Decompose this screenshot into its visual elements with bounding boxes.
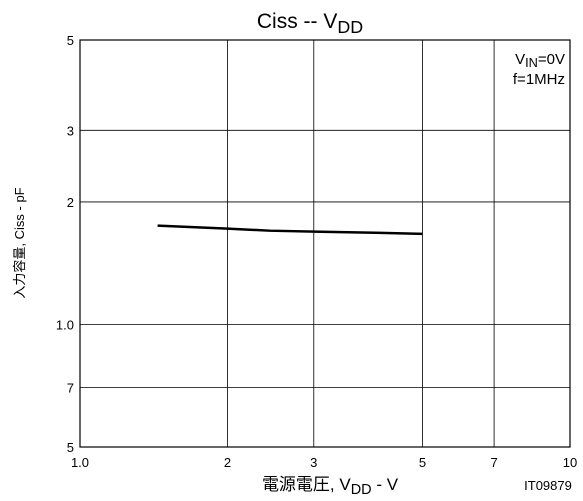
y-tick-label: 7: [67, 381, 74, 396]
y-tick-label: 1.0: [56, 317, 74, 332]
x-tick-label: 7: [490, 455, 497, 470]
annotation-part: IN: [525, 55, 538, 70]
x-axis-label-part: 電源電圧, V: [262, 475, 351, 494]
y-tick-label: 3: [67, 123, 74, 138]
chart-title-part: Ciss -- V: [257, 10, 338, 33]
x-tick-label: 3: [310, 455, 317, 470]
annotation-part: f=1MHz: [513, 71, 565, 88]
y-tick-label: 5: [67, 33, 74, 48]
annotation-part: V: [515, 51, 525, 68]
annotation: VIN=0V: [515, 51, 565, 70]
annotation: f=1MHz: [513, 71, 565, 88]
y-tick-label: 5: [67, 440, 74, 455]
y-tick-label: 2: [67, 195, 74, 210]
x-axis-label-part: - V: [372, 475, 399, 494]
annotation-part: =0V: [538, 51, 565, 68]
x-tick-label: 5: [419, 455, 426, 470]
x-axis-label: 電源電圧, VDD - V: [262, 475, 399, 498]
data-line: [157, 224, 423, 236]
x-tick-label: 10: [563, 455, 577, 470]
x-tick-label: 2: [224, 455, 231, 470]
chart-title-part: DD: [337, 17, 363, 37]
x-tick-label: 1.0: [71, 455, 89, 470]
plot-frame: [79, 39, 571, 448]
chart-title: Ciss -- VDD: [257, 10, 363, 37]
y-axis-label: 入力容量, Ciss - pF: [12, 187, 27, 298]
figure-id: IT09879: [524, 478, 572, 493]
x-axis-label-part: DD: [351, 482, 372, 498]
